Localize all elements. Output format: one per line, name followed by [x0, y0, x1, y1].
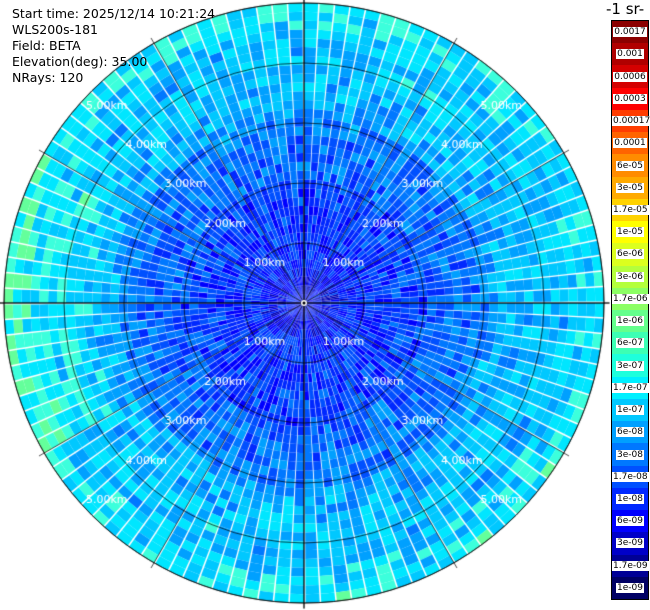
- colorbar-tick-label: 0.0001: [613, 138, 647, 149]
- colorbar-tick-label: 3e-05: [616, 182, 644, 193]
- colorbar-tick-label: 6e-07: [616, 338, 644, 349]
- colorbar-tick-label: 0.00017: [612, 116, 650, 127]
- colorbar-tick-label: 3e-08: [616, 449, 644, 460]
- colorbar: 0.0017 0.001 0.0006 0.0003 0.00017 0.0001 6e-0…: [611, 20, 650, 600]
- elevation-label: Elevation(deg): 35.00: [12, 54, 148, 69]
- colorbar-tick-label: 6e-06: [616, 249, 644, 260]
- colorbar-tick-label: 1e-07: [616, 405, 644, 416]
- colorbar-tick-label: 1.7e-06: [612, 293, 649, 304]
- colorbar-tick-label: 1.7e-08: [612, 471, 649, 482]
- colorbar-tick-label: 1e-05: [616, 227, 644, 238]
- colorbar-tick-label: 1e-06: [616, 316, 644, 327]
- colorbar-tick-label: 6e-09: [616, 516, 644, 527]
- nrays-label: NRays: 120: [12, 70, 84, 85]
- field-label: Field: BETA: [12, 38, 81, 53]
- colorbar-tick-label: 0.0003: [613, 93, 647, 104]
- colorbar-tick-label: 1e-09: [616, 582, 644, 593]
- colorbar-tick-label: 0.001: [616, 49, 644, 60]
- colorbar-tick-label: 3e-09: [616, 538, 644, 549]
- colorbar-tick-label: 3e-07: [616, 360, 644, 371]
- colorbar-tick-label: 0.0006: [613, 71, 647, 82]
- start-time-label: Start time: 2025/12/14 10:21:24: [12, 6, 216, 21]
- instrument-label: WLS200s-181: [12, 22, 98, 37]
- colorbar-tick-label: 1e-08: [616, 493, 644, 504]
- colorbar-tick-label: 6e-05: [616, 160, 644, 171]
- colorbar-tick-label: 0.0017: [613, 27, 647, 38]
- colorbar-unit-label: -1 sr-: [606, 0, 645, 18]
- colorbar-tick-label: 6e-08: [616, 427, 644, 438]
- colorbar-tick-label: 1.7e-09: [612, 560, 649, 571]
- colorbar-tick-label: 1.7e-07: [612, 382, 649, 393]
- colorbar-tick-label: 1.7e-05: [612, 204, 649, 215]
- colorbar-tick-label: 3e-06: [616, 271, 644, 282]
